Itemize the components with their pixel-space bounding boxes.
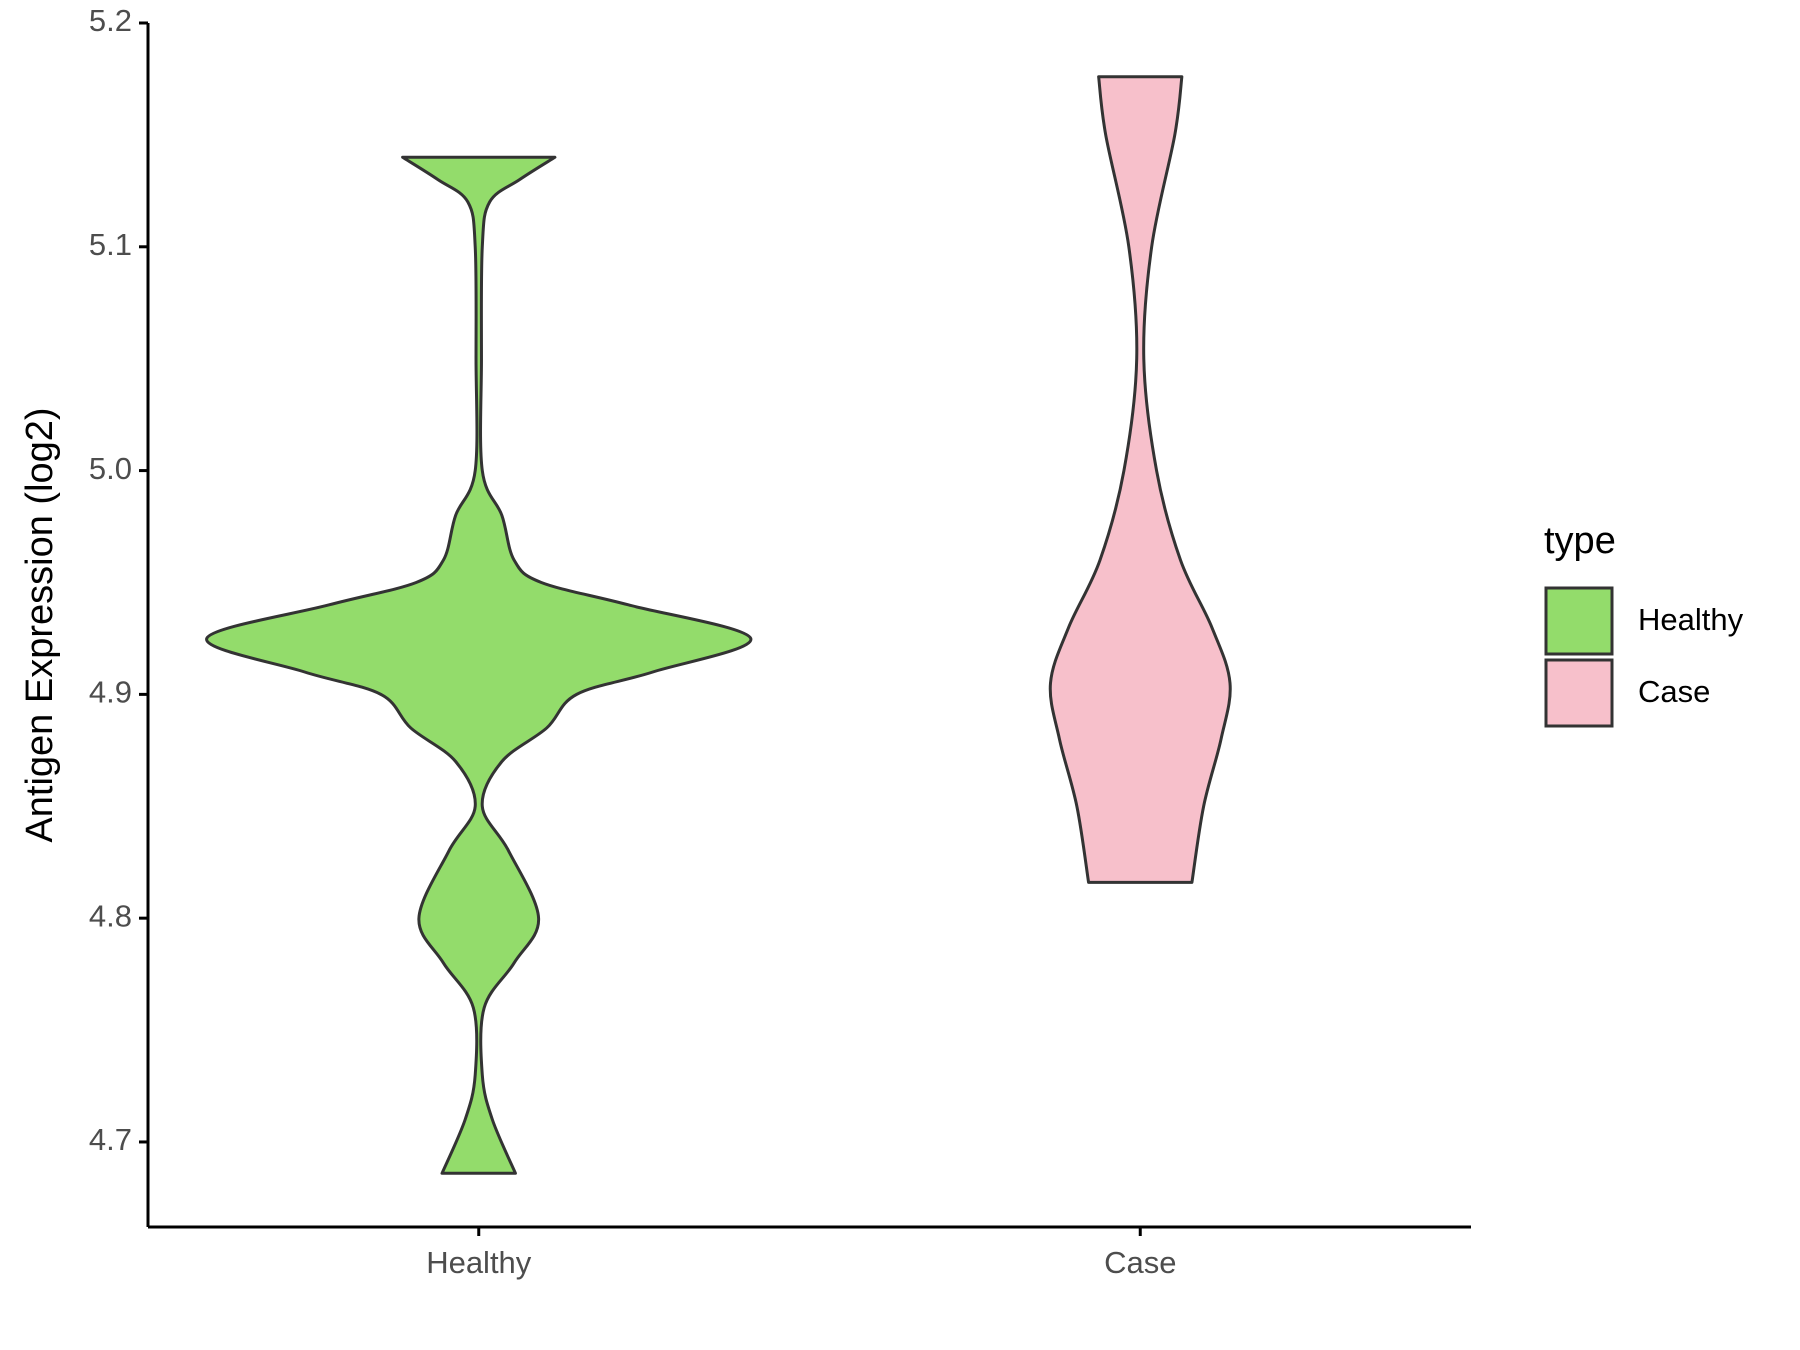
x-tick-label: Case: [1104, 1245, 1176, 1280]
violin: [1048, 75, 1232, 884]
violin: [205, 155, 753, 1175]
y-tick-label: 4.9: [89, 675, 132, 710]
legend-key: [1544, 658, 1614, 728]
legend-title: type: [1544, 520, 1616, 562]
x-tick-label: Healthy: [426, 1245, 532, 1280]
y-tick-label: 5.1: [89, 227, 132, 262]
legend-key: [1544, 586, 1614, 656]
y-axis-title: Antigen Expression (log2): [19, 407, 61, 842]
legend-label: Case: [1638, 674, 1710, 709]
y-tick-label: 5.0: [89, 451, 132, 486]
legend-label: Healthy: [1638, 602, 1744, 637]
y-tick-label: 4.8: [89, 898, 132, 933]
y-tick-label: 4.7: [89, 1122, 132, 1157]
y-tick-label: 5.2: [89, 3, 132, 38]
